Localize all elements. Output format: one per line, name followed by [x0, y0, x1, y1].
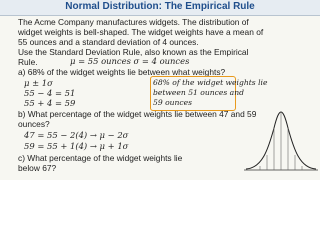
question: a) 68% of the widget weights lie between… — [18, 67, 226, 77]
title: Normal Distribution: The Empirical Rule — [65, 1, 255, 12]
work: 55 + 4 = 59 — [24, 98, 76, 108]
question: c) What percentage of the widget weights… — [18, 153, 183, 163]
question: below 67? — [18, 163, 57, 173]
problem-line: Rule. — [18, 57, 38, 67]
answer-box — [150, 76, 236, 111]
title-bar — [0, 0, 320, 16]
bell-curve — [244, 111, 318, 171]
givens: μ = 55 ounces σ = 4 ounces — [70, 56, 190, 66]
answer: between 51 ounces and — [153, 88, 244, 97]
work: 59 = 55 + 1(4) → μ + 1σ — [24, 141, 129, 151]
work: 55 − 4 = 51 — [24, 88, 76, 98]
question: b) What percentage of the widget weights… — [18, 109, 257, 119]
answer: 68% of the widget weights lie — [153, 78, 268, 87]
problem-line: widget weights is bell-shaped. The widge… — [18, 27, 264, 37]
work: μ ± 1σ — [24, 78, 53, 88]
work: 47 = 55 − 2(4) → μ − 2σ — [24, 130, 129, 140]
problem-line: The Acme Company manufactures widgets. T… — [18, 17, 249, 27]
question: ounces? — [18, 119, 50, 129]
problem-line: 55 ounces and a standard deviation of 4 … — [18, 37, 199, 47]
page: Normal Distribution: The Empirical Rule … — [0, 0, 320, 180]
problem-line: Use the Standard Deviation Rule, also kn… — [18, 47, 249, 57]
answer: 59 ounces — [153, 98, 193, 107]
